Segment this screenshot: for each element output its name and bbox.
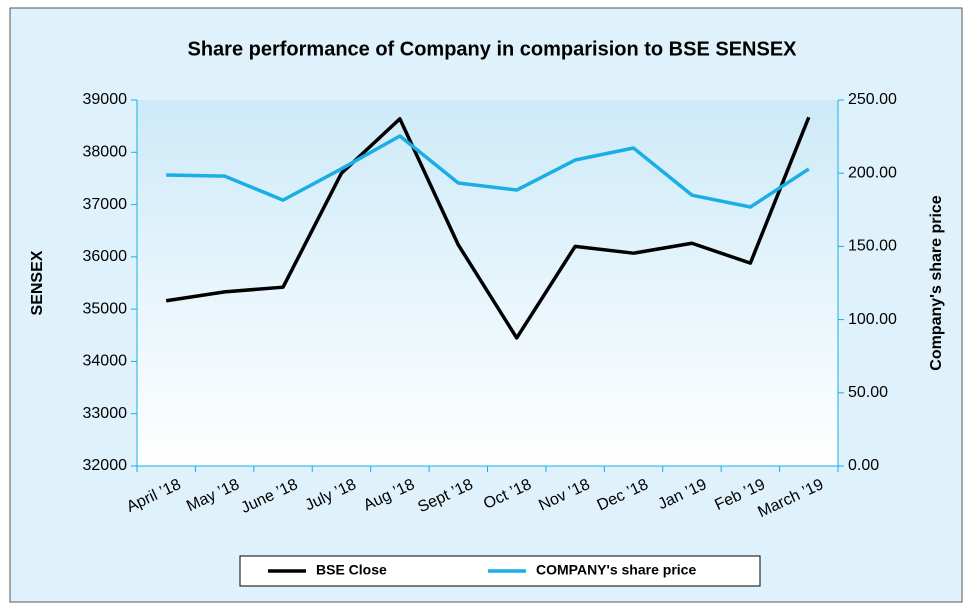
- y-tick-label: 34000: [83, 353, 128, 370]
- y-tick-label: 38000: [83, 144, 128, 161]
- y2-tick-label: 250.00: [848, 91, 897, 108]
- y2-axis-title: Company's share price: [928, 195, 945, 371]
- y-tick-label: 33000: [83, 405, 128, 422]
- legend-label: COMPANY's share price: [536, 562, 696, 578]
- y2-tick-label: 0.00: [848, 457, 879, 474]
- y2-tick-label: 50.00: [848, 384, 888, 401]
- y2-tick-label: 100.00: [848, 311, 897, 328]
- series-line: [165, 116, 811, 340]
- y-tick-label: 32000: [83, 457, 128, 474]
- series-line: [166, 134, 810, 209]
- y-axis-title: SENSEX: [29, 250, 46, 315]
- y-tick-label: 36000: [83, 248, 128, 265]
- chart-title: Share performance of Company in comparis…: [187, 38, 797, 60]
- y-tick-label: 39000: [83, 91, 128, 108]
- legend-label: BSE Close: [316, 562, 387, 578]
- plot-area: [137, 100, 838, 466]
- y2-tick-label: 150.00: [848, 238, 897, 255]
- y-tick-label: 35000: [83, 300, 128, 317]
- y-tick-label: 37000: [83, 196, 128, 213]
- y2-tick-label: 200.00: [848, 164, 897, 181]
